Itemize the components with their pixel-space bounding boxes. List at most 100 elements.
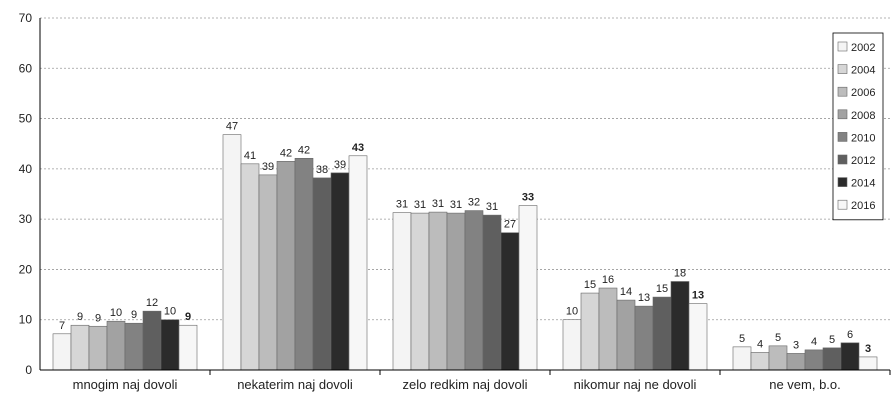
bar-2004 [580,292,600,371]
data-label: 9 [77,311,83,323]
bar-2012 [822,347,842,371]
data-label: 31 [432,198,444,210]
bar-2008 [106,320,126,371]
data-label: 15 [656,283,668,295]
bar-2004 [410,212,430,371]
y-tick-label: 40 [19,162,33,176]
data-label: 10 [566,306,578,318]
bar-2002 [52,333,72,371]
bar-2016 [858,356,878,371]
data-label: 9 [95,312,101,324]
bar-2002 [562,319,582,371]
data-label: 41 [244,150,256,162]
bar-2002 [392,212,412,371]
bar-2016 [348,155,368,371]
data-label: 3 [865,343,871,355]
y-tick-label: 70 [19,11,33,25]
data-label: 33 [522,192,534,204]
data-label: 31 [414,199,426,211]
y-tick-label: 50 [19,112,33,126]
x-axis: mnogim naj dovoli nekaterim naj dovoli zel… [40,369,891,392]
legend-label: 2014 [851,178,875,190]
bar-2008 [446,212,466,371]
data-label: 31 [396,199,408,211]
bar-2010 [804,349,824,371]
bar-2008 [786,353,806,371]
y-tick-label: 20 [19,262,33,276]
legend-swatch [837,64,848,74]
bar-2004 [70,324,90,371]
data-label: 14 [620,286,632,298]
legend-swatch [837,177,848,187]
data-label: 47 [226,121,238,133]
bar-2006 [428,211,448,371]
legend-swatch [837,86,848,97]
legend-box [832,32,884,221]
data-label: 38 [316,164,328,176]
bar-2014 [500,232,520,371]
y-axis: 0 10 20 30 40 50 60 70 [19,11,41,377]
data-label: 16 [602,274,614,286]
bar-2016 [178,324,198,371]
bar-2006 [88,325,108,371]
legend-label: 2016 [851,200,875,212]
data-label: 5 [775,332,781,344]
legend-label: 2004 [851,65,875,77]
data-label: 5 [829,334,835,346]
bar-2016 [518,205,538,371]
data-label: 3 [793,339,799,351]
bar-2004 [750,352,770,371]
data-label: 12 [146,297,158,309]
legend-label: 2008 [851,110,875,122]
y-tick-label: 60 [19,61,33,75]
category-label: ne vem, b.o. [769,377,841,392]
legend-label: 2010 [851,132,875,144]
bar-2012 [142,310,162,371]
data-label: 5 [739,333,745,345]
data-label: 13 [692,290,704,302]
bar-2010 [464,210,484,371]
bar-2010 [124,322,144,371]
bar-2002 [732,346,752,371]
bar-2016 [688,303,708,371]
bar-2010 [294,157,314,371]
bars [52,134,878,371]
bar-2006 [598,287,618,371]
bar-2006 [768,345,788,371]
legend-label: 2002 [851,42,875,54]
data-label: 15 [584,279,596,291]
legend-swatch [837,154,848,165]
data-label: 7 [59,320,65,332]
legend-swatch [837,41,848,52]
legend-swatch [837,109,848,120]
data-label: 42 [280,147,292,159]
data-label: 27 [504,219,516,231]
bar-2004 [240,163,260,371]
legend-label: 2006 [851,87,875,99]
category-label: nikomur naj ne dovoli [574,377,697,392]
data-label: 31 [450,199,462,211]
data-label: 4 [757,338,763,350]
legend: 2002 2004 2006 2008 2010 2012 2014 2016 [832,32,884,221]
data-label: 42 [298,144,310,156]
bar-2008 [276,161,296,371]
category-label: nekaterim naj dovoli [237,377,353,392]
y-tick-label: 30 [19,212,33,226]
data-label: 4 [811,336,817,348]
bar-2008 [616,299,636,371]
data-label: 13 [638,292,650,304]
data-label: 39 [262,161,274,173]
y-tick-label: 0 [25,363,32,377]
data-label: 18 [674,267,686,279]
data-label: 6 [847,329,853,341]
bar-2014 [160,319,180,371]
legend-label: 2012 [851,155,875,167]
data-label: 43 [352,142,364,154]
y-tick-label: 10 [19,313,33,327]
category-label: mnogim naj dovoli [73,377,178,392]
bar-2014 [330,172,350,371]
data-label: 31 [486,201,498,213]
data-label: 32 [468,197,480,209]
